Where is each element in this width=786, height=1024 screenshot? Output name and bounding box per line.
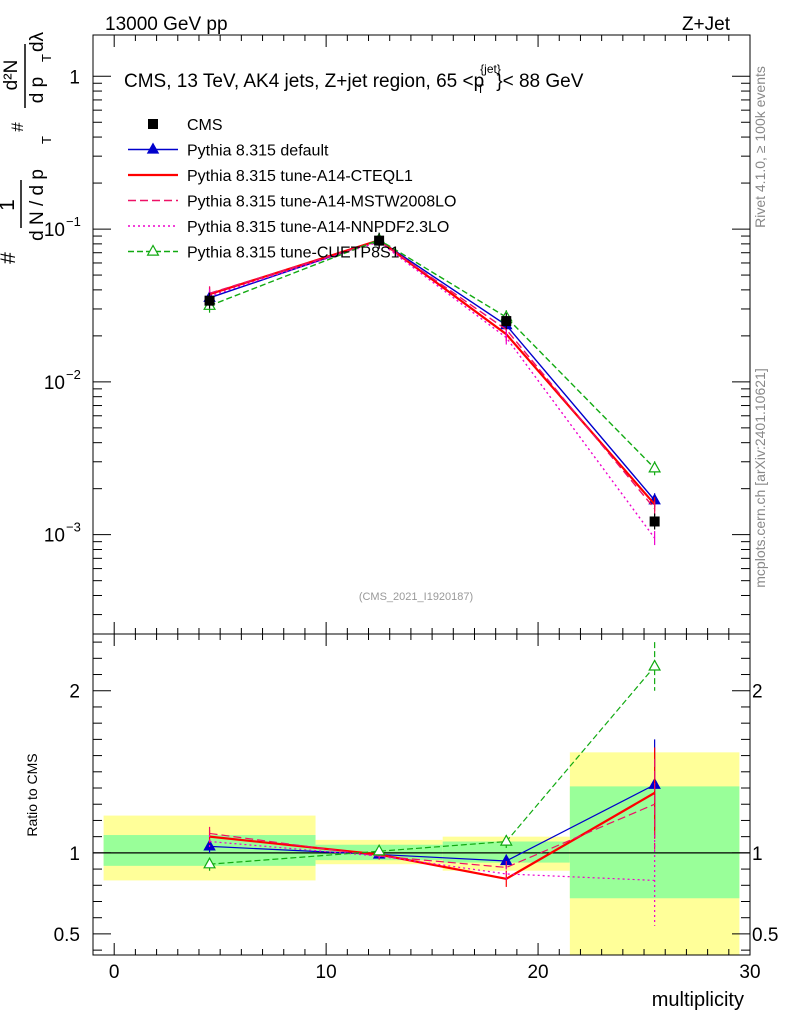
ratio-y-tick-label: 2 [69,682,80,703]
title-sup: {jet} [480,62,501,76]
legend-label: Pythia 8.315 default [187,143,329,160]
legend-label: Pythia 8.315 tune-CUETP8S1 [187,245,400,262]
ylabel-num2: d p [27,77,48,103]
x-tick-label: 20 [527,962,548,983]
legend-label: Pythia 8.315 tune-A14-MSTW2008LO [187,194,456,211]
data-point [374,235,385,246]
y-axis-label: # 1 d N / d p T # d²N d p T dλ [0,31,54,263]
series-point [648,461,662,473]
ylabel-num: d²N [1,60,22,91]
x-tick-label: 30 [739,962,760,983]
ratio-point [648,659,662,671]
y-tick-label-exponent: −2 [66,367,81,382]
legend-marker [146,244,160,256]
legend-label: Pythia 8.315 tune-A14-CTEQL1 [187,168,413,185]
chart-title: CMS, 13 TeV, AK4 jets, Z+jet region, 65 … [124,62,584,96]
ratio-y-tick-label-right: 1 [752,844,763,865]
series-line [209,239,656,469]
ratio-y-tick-label: 1 [69,844,80,865]
title-sub: T [477,82,485,96]
series-line [209,240,656,510]
title-main: CMS, 13 TeV, AK4 jets, Z+jet region, 65 … [124,71,484,92]
legend-label-cms: CMS [187,117,223,134]
legend-marker [146,142,160,154]
y-tick-label: 10 [44,373,65,394]
legend-marker-cms [148,119,158,129]
ratio-point [499,834,513,846]
ratio-line [209,803,655,869]
y-tick-label-exponent: −3 [66,520,81,535]
ylabel-hash: # [0,252,20,264]
title-tail: }< 88 GeV [496,71,583,92]
ylabel-one: 1 [0,199,19,211]
ratio-point [372,844,386,856]
x-tick-label: 10 [316,962,337,983]
data-point [501,316,512,327]
header-left: 13000 GeV pp [105,14,228,35]
mcplots-label: mcplots.cern.ch [arXiv:2401.10621] [752,368,768,587]
ylabel-hash-2: # [8,122,27,132]
y-tick-label-exponent: −1 [66,214,81,229]
series-line [209,239,656,506]
ylabel-den: d N / d p [27,169,48,241]
y-tick-label: 10 [44,526,65,547]
series-line [209,239,656,501]
data-point [204,295,215,306]
ratio-line [209,840,655,882]
x-axis-label: multiplicity [652,989,744,1011]
ylabel-T-2: T [39,54,54,62]
y-tick-label: 1 [69,67,80,88]
ratio-band-inner [442,841,570,863]
ratio-line [209,666,656,865]
ratio-point [203,856,216,869]
analysis-watermark: (CMS_2021_I1920187) [359,591,473,603]
ratio-y-axis-label: Ratio to CMS [24,753,40,836]
ratio-y-tick-label: 0.5 [54,925,80,946]
ratio-y-tick-label-right: 0.5 [752,925,778,946]
ratio-line [209,784,655,862]
ylabel-dlambda: dλ [27,31,48,52]
ratio-frame [92,633,751,956]
rivet-label: Rivet 4.1.0, ≥ 100k events [752,66,768,228]
ylabel-T: T [39,136,54,144]
header-right: Z+Jet [682,14,731,35]
ratio-y-tick-label-right: 2 [752,682,763,703]
y-tick-label: 10 [44,220,65,241]
series-line [209,241,656,539]
data-point [649,516,660,527]
x-tick-label: 0 [109,962,120,983]
legend-label: Pythia 8.315 tune-A14-NNPDF2.3LO [187,219,449,236]
